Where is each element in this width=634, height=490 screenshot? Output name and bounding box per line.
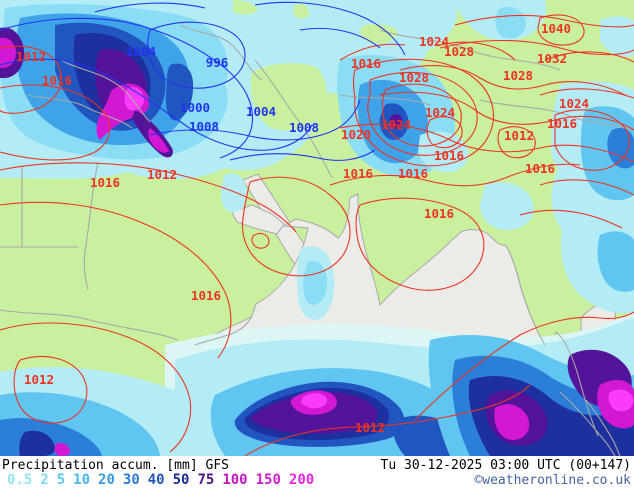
legend-value-200: 200 [288, 472, 315, 488]
pressure-label-1004: 1004 [126, 44, 156, 59]
pressure-label-1004: 1004 [246, 104, 276, 119]
isobar-blue-layer [0, 1, 406, 161]
pressure-label-1028: 1028 [399, 70, 429, 85]
legend-value-150: 150 [255, 472, 281, 488]
pressure-label-1028: 1028 [444, 44, 474, 59]
pressure-label-1016: 1016 [42, 73, 72, 88]
pressure-labels: 1012 1016 1004 996 1000 1004 1008 1008 1012 1016 1… [16, 21, 589, 435]
pressure-label-1000: 1000 [180, 100, 210, 115]
pressure-label-1016: 1016 [343, 166, 373, 181]
pressure-label-1008: 1008 [289, 120, 319, 135]
map-footer: Precipitation accum. [mm] GFS Tu 30-12-2… [0, 456, 634, 490]
legend-value-50: 50 [172, 472, 190, 488]
forecast-datetime: Tu 30-12-2025 03:00 UTC (00+147) [380, 458, 631, 473]
copyright-label: ©weatheronline.co.uk [474, 473, 631, 488]
precipitation-legend: 0.5 2 5 10 20 30 40 50 75 100 150 200 [7, 472, 314, 488]
legend-value-5: 5 [56, 472, 66, 488]
legend-value-10: 10 [73, 472, 91, 488]
pressure-label-1024: 1024 [425, 105, 455, 120]
pressure-label-1016: 1016 [434, 148, 464, 163]
legend-value-30: 30 [122, 472, 140, 488]
persian-gulf [231, 204, 285, 235]
pressure-label-1012: 1012 [504, 128, 534, 143]
pressure-label-1008: 1008 [189, 119, 219, 134]
pressure-label-1012: 1012 [355, 420, 385, 435]
pressure-label-1016: 1016 [424, 206, 454, 221]
pressure-label-1016: 1016 [547, 116, 577, 131]
pressure-label-1020: 1020 [341, 127, 371, 142]
pressure-label-1028: 1028 [503, 68, 533, 83]
pressure-label-1040: 1040 [541, 21, 571, 36]
legend-value-75: 75 [197, 472, 215, 488]
pressure-label-1024: 1024 [381, 117, 411, 132]
product-title: Precipitation accum. [mm] GFS [2, 458, 229, 473]
pressure-label-1016: 1016 [398, 166, 428, 181]
pressure-label-1016: 1016 [191, 288, 221, 303]
legend-value-20: 20 [98, 472, 115, 488]
pressure-label-1016: 1016 [525, 161, 555, 176]
legend-value-2: 2 [40, 472, 49, 488]
legend-value-0.5: 0.5 [7, 472, 33, 488]
weather-map: 1012 1016 1004 996 1000 1004 1008 1008 1012 1016 1… [0, 0, 634, 456]
pressure-label-1012: 1012 [147, 167, 177, 182]
pressure-label-1024: 1024 [559, 96, 589, 111]
pressure-label-996: 996 [206, 55, 229, 70]
pressure-label-1012: 1012 [24, 372, 54, 387]
pressure-label-1012: 1012 [16, 49, 46, 64]
pressure-label-1016: 1016 [90, 175, 120, 190]
coastline-layer [0, 24, 634, 456]
legend-value-100: 100 [222, 472, 248, 488]
legend-value-40: 40 [147, 472, 165, 488]
pressure-label-1016: 1016 [351, 56, 381, 71]
pressure-label-1024: 1024 [419, 34, 449, 49]
pressure-label-1032: 1032 [537, 51, 567, 66]
